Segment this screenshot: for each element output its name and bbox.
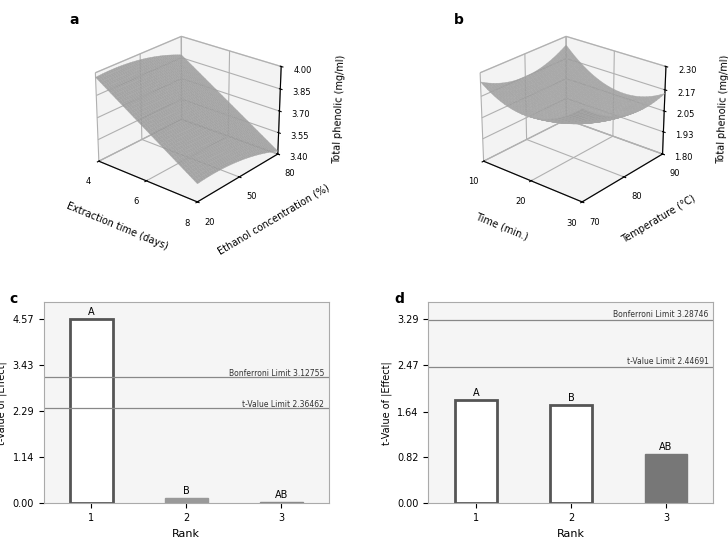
Text: t-Value Limit 2.36462: t-Value Limit 2.36462 xyxy=(242,399,324,409)
Text: d: d xyxy=(395,292,404,306)
X-axis label: Rank: Rank xyxy=(557,529,585,539)
Text: t-Value Limit 2.44691: t-Value Limit 2.44691 xyxy=(627,357,708,366)
Text: Bonferroni Limit 3.28746: Bonferroni Limit 3.28746 xyxy=(613,310,708,320)
X-axis label: Time (min.): Time (min.) xyxy=(474,211,530,242)
Bar xyxy=(165,498,207,503)
Text: b: b xyxy=(454,13,464,27)
Text: AB: AB xyxy=(274,491,288,500)
Y-axis label: t-Value of |Effect|: t-Value of |Effect| xyxy=(0,361,7,445)
Bar xyxy=(644,454,687,503)
Text: B: B xyxy=(183,487,189,497)
Y-axis label: Ethanol concentration (%): Ethanol concentration (%) xyxy=(216,182,331,257)
Text: A: A xyxy=(88,307,95,317)
Bar xyxy=(70,320,113,503)
X-axis label: Rank: Rank xyxy=(173,529,200,539)
Y-axis label: Temperature (°C): Temperature (°C) xyxy=(620,194,697,246)
Text: A: A xyxy=(472,388,479,398)
Bar xyxy=(550,405,593,503)
Y-axis label: t-Value of |Effect|: t-Value of |Effect| xyxy=(381,361,392,445)
Bar xyxy=(454,400,497,503)
X-axis label: Extraction time (days): Extraction time (days) xyxy=(65,201,170,252)
Text: a: a xyxy=(70,13,79,27)
Text: c: c xyxy=(9,292,17,306)
Text: AB: AB xyxy=(660,442,673,452)
Text: Bonferroni Limit 3.12755: Bonferroni Limit 3.12755 xyxy=(229,369,324,378)
Text: B: B xyxy=(568,393,574,403)
